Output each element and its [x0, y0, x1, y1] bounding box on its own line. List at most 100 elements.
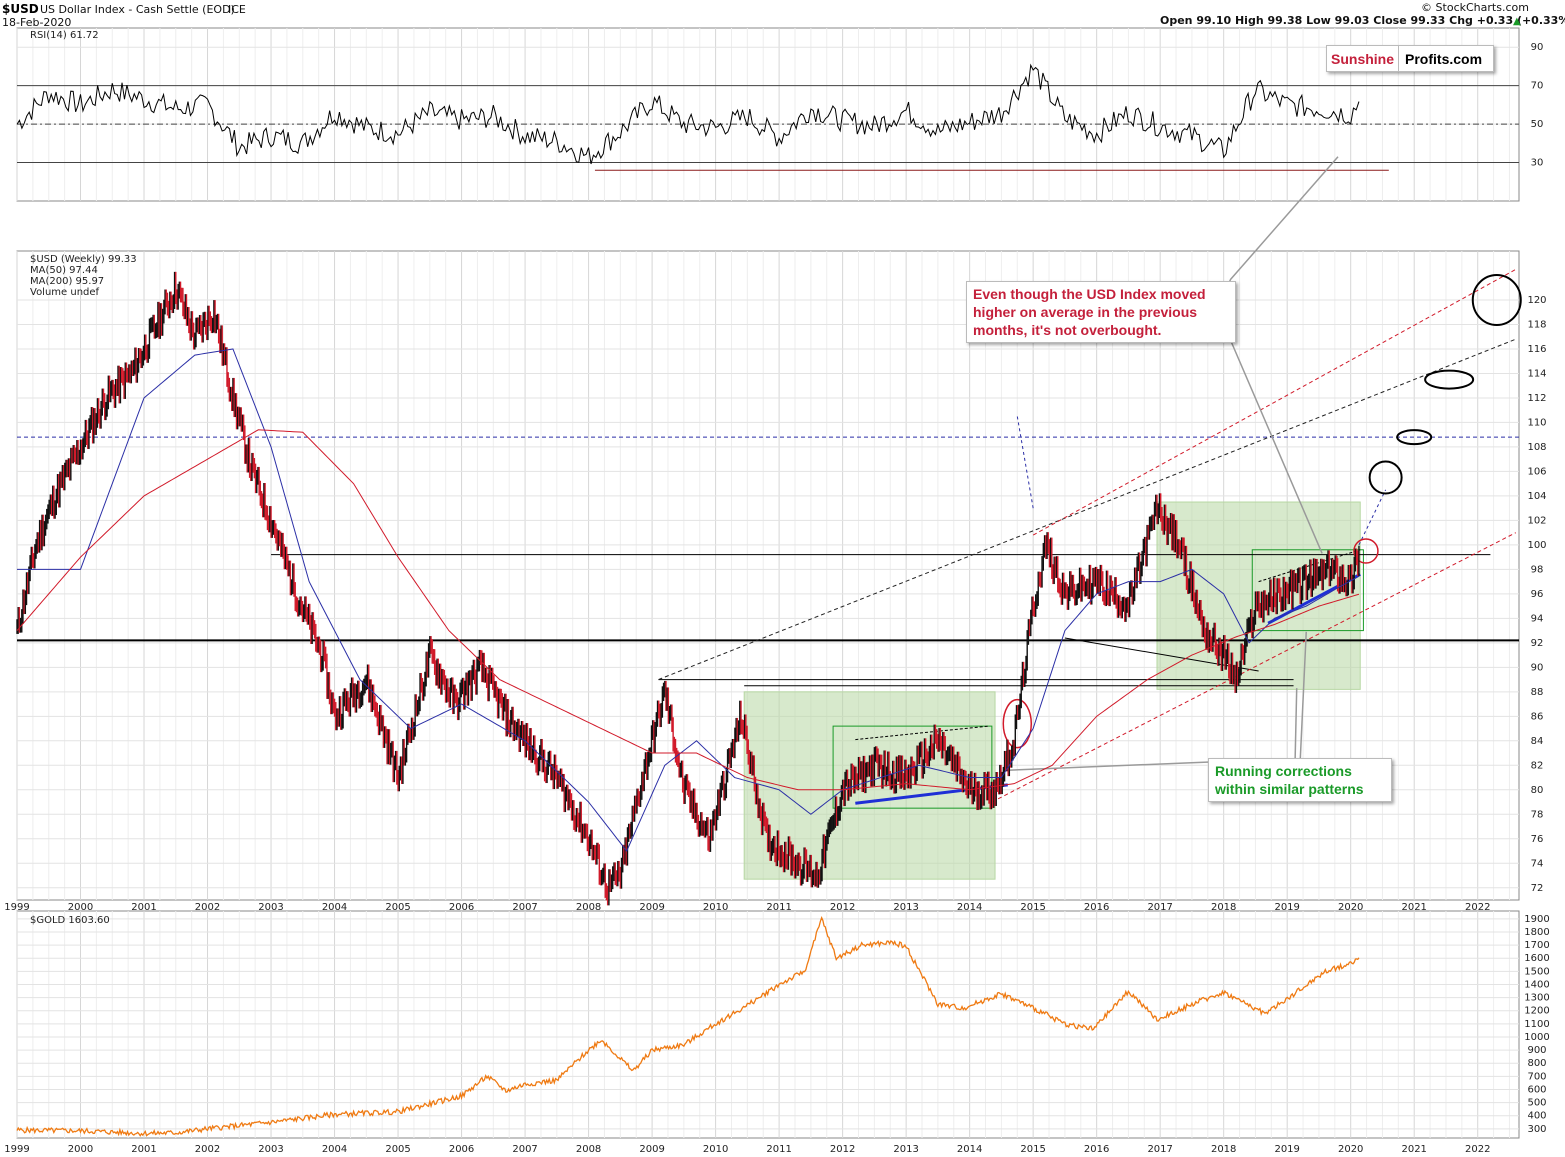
x-tick-label-gold: 2006 — [449, 1144, 474, 1155]
gold-tick-label: 1500 — [1524, 966, 1549, 977]
usd-tick-label: 90 — [1531, 662, 1544, 673]
usd-tick-label: 110 — [1527, 417, 1546, 428]
usd-tick-label: 74 — [1531, 858, 1544, 869]
x-tick-label: 2019 — [1274, 902, 1299, 913]
x-tick-label-gold: 2001 — [131, 1144, 156, 1155]
rsi-tick-label: 90 — [1531, 42, 1544, 53]
usd-tick-label: 88 — [1531, 687, 1544, 698]
chart-symbol: $USD — [2, 2, 39, 16]
trend-lines — [17, 85, 1522, 805]
dashed-blue-projection — [1358, 489, 1387, 546]
gold-tick-label: 1600 — [1524, 953, 1549, 964]
x-tick-label-gold: 2004 — [322, 1144, 347, 1155]
usd-tick-label: 82 — [1531, 760, 1544, 771]
channel-red-lower — [991, 532, 1517, 803]
x-tick-label-gold: 2019 — [1274, 1144, 1299, 1155]
series-layer — [16, 63, 1360, 1137]
x-tick-label-gold: 2002 — [195, 1144, 220, 1155]
gold-legend: $GOLD 1603.60 — [30, 915, 110, 926]
x-tick-label: 2017 — [1147, 902, 1172, 913]
x-tick-label: 2022 — [1465, 902, 1490, 913]
rsi-tick-label: 30 — [1531, 158, 1544, 169]
rsi-tick-label: 70 — [1531, 81, 1544, 92]
rsi-tick-label: 50 — [1531, 119, 1544, 130]
x-tick-label: 2007 — [512, 902, 537, 913]
pattern-box-1 — [832, 725, 993, 809]
gold-tick-label: 400 — [1527, 1111, 1546, 1122]
gold-tick-label: 1300 — [1524, 993, 1549, 1004]
usd-tick-label: 84 — [1531, 736, 1544, 747]
x-tick-label: 2018 — [1211, 902, 1236, 913]
gold-tick-label: 700 — [1527, 1071, 1546, 1082]
x-tick-label: 2016 — [1084, 902, 1109, 913]
axis-ticks: 1999 1999 2000 2000 2001 2001 2002 2002 2003 2003… — [4, 42, 1549, 1155]
x-tick-label-gold: 2017 — [1147, 1144, 1172, 1155]
chart-date: 18-Feb-2020 — [2, 16, 71, 29]
target-ellipse — [1424, 369, 1475, 390]
usd-tick-label: 116 — [1527, 344, 1546, 355]
x-tick-label-gold: 2014 — [957, 1144, 982, 1155]
gold-tick-label: 1200 — [1524, 1006, 1549, 1017]
brand-part-1: Sunshine — [1327, 46, 1400, 71]
gold-tick-label: 1900 — [1524, 914, 1549, 925]
x-tick-label: 2008 — [576, 902, 601, 913]
usd-tick-label: 78 — [1531, 809, 1544, 820]
target-ellipse — [1368, 460, 1403, 495]
callout-green-pointer-2 — [1294, 688, 1298, 766]
gold-tick-label: 1100 — [1524, 1019, 1549, 1030]
usd-tick-label: 86 — [1531, 711, 1544, 722]
x-tick-label: 2001 — [131, 902, 156, 913]
rsi-line — [16, 63, 1360, 165]
ma200-line — [16, 429, 1360, 791]
usd-tick-label: 98 — [1531, 564, 1544, 575]
pattern-top-1 — [855, 725, 989, 741]
x-tick-label: 2020 — [1338, 902, 1363, 913]
usd-tick-label: 96 — [1531, 589, 1544, 600]
usd-tick-label: 108 — [1527, 442, 1546, 453]
x-tick-label-gold: 2005 — [385, 1144, 410, 1155]
gold-tick-label: 300 — [1527, 1124, 1546, 1135]
x-tick-label: 2015 — [1020, 902, 1045, 913]
chart-name: US Dollar Index - Cash Settle (EOD) — [40, 3, 235, 16]
x-tick-label-gold: 2016 — [1084, 1144, 1109, 1155]
gold-tick-label: 1800 — [1524, 927, 1549, 938]
chart-exchange: ICE — [228, 3, 246, 16]
x-tick-label: 2012 — [830, 902, 855, 913]
x-tick-label-gold: 2003 — [258, 1144, 283, 1155]
x-tick-label-gold: 2012 — [830, 1144, 855, 1155]
gold-tick-label: 900 — [1527, 1045, 1546, 1056]
x-tick-label-gold: 2013 — [893, 1144, 918, 1155]
callout-red-pointer-2 — [1229, 156, 1339, 281]
usd-tick-label: 80 — [1531, 785, 1544, 796]
x-tick-label: 2013 — [893, 902, 918, 913]
x-tick-label: 1999 — [4, 902, 29, 913]
gold-tick-label: 500 — [1527, 1098, 1546, 1109]
usd-tick-label: 72 — [1531, 883, 1544, 894]
usd-tick-label: 118 — [1527, 319, 1546, 330]
x-tick-label: 2005 — [385, 902, 410, 913]
callout-green-pointer-1 — [1007, 761, 1211, 771]
usd-tick-label: 76 — [1531, 834, 1544, 845]
x-tick-label-gold: 1999 — [4, 1144, 29, 1155]
brand-part-2: Profits.com — [1405, 50, 1483, 67]
dashed-blue-arrow — [1016, 416, 1034, 509]
x-tick-label-gold: 2009 — [639, 1144, 664, 1155]
gold-tick-label: 1000 — [1524, 1032, 1549, 1043]
gold-tick-label: 1400 — [1524, 979, 1549, 990]
x-tick-label-gold: 2000 — [68, 1144, 93, 1155]
copyright: © StockCharts.com — [1421, 1, 1529, 14]
usd-tick-label: 100 — [1527, 540, 1546, 551]
usd-tick-label: 94 — [1531, 613, 1544, 624]
x-tick-label: 2006 — [449, 902, 474, 913]
usd-tick-label: 106 — [1527, 466, 1546, 477]
channel-red-upper — [1032, 268, 1517, 536]
gold-line — [16, 916, 1360, 1137]
channel-black — [658, 338, 1517, 681]
x-tick-label: 2000 — [68, 902, 93, 913]
x-tick-label: 2011 — [766, 902, 791, 913]
rsi-legend: RSI(14) 61.72 — [30, 30, 99, 41]
pattern-top-2 — [1258, 549, 1361, 583]
callout-green-pointer-3 — [1299, 631, 1307, 766]
x-tick-label: 2002 — [195, 902, 220, 913]
